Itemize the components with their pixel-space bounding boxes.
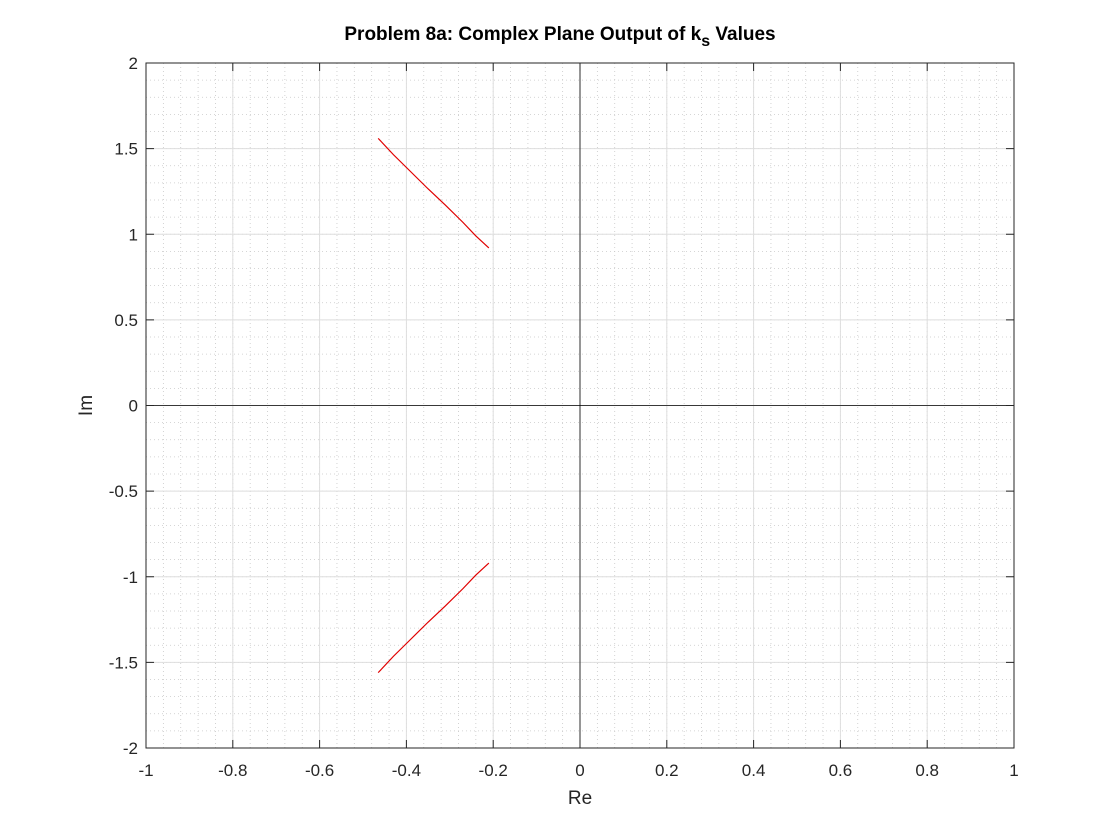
- y-tick-label: 1: [129, 225, 138, 244]
- y-tick-label: -1: [123, 568, 138, 587]
- x-tick-label: -0.6: [305, 761, 334, 780]
- y-tick-label: 0: [129, 397, 138, 416]
- x-tick-label: -0.2: [479, 761, 508, 780]
- x-axis-label: Re: [568, 788, 592, 809]
- tick-marks: [145, 62, 1015, 749]
- y-axis-label: Im: [76, 395, 97, 416]
- y-tick-label: 0.5: [114, 311, 138, 330]
- x-tick-label: 0.2: [655, 761, 679, 780]
- y-tick-label: -1.5: [109, 653, 138, 672]
- chart-title-subscript: s: [701, 33, 711, 50]
- x-tick-label: -1: [138, 761, 153, 780]
- series-line-1: [377, 137, 490, 249]
- series-line-2: [377, 562, 490, 674]
- x-tick-label: 0.4: [742, 761, 766, 780]
- x-tick-label: 1: [1009, 761, 1018, 780]
- x-tick-label: 0: [575, 761, 584, 780]
- x-tick-label: 0.6: [829, 761, 853, 780]
- y-tick-labels: -2 -1.5 -1 -0.5 0 0.5 1 1.5 2: [109, 54, 138, 758]
- y-tick-label: -0.5: [109, 482, 138, 501]
- chart-title-tail: Values: [710, 24, 776, 45]
- x-tick-label: -0.4: [392, 761, 421, 780]
- chart-title: Problem 8a: Complex Plane Output of ks V…: [0, 24, 1120, 50]
- x-tick-label: 0.8: [915, 761, 939, 780]
- y-tick-label: -2: [123, 739, 138, 758]
- zero-axes: [146, 63, 1014, 748]
- y-tick-label: 1.5: [114, 140, 138, 159]
- series-layer: [377, 137, 490, 674]
- x-tick-label: -0.8: [218, 761, 247, 780]
- chart-title-main: Problem 8a: Complex Plane Output of k: [344, 24, 702, 45]
- y-tick-label: 2: [129, 54, 138, 73]
- x-tick-labels: -1 -0.8 -0.6 -0.4 -0.2 0 0.2 0.4 0.6 0.8 1: [138, 761, 1018, 780]
